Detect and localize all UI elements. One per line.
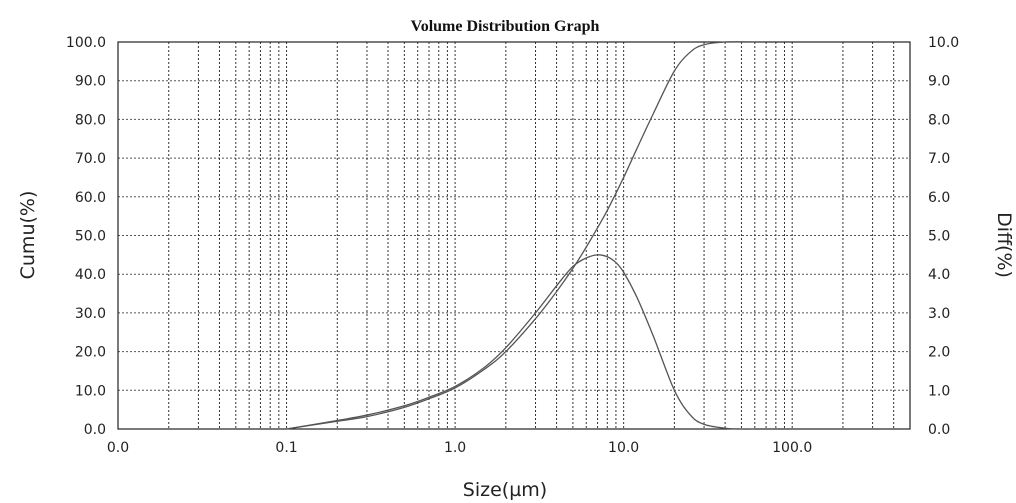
left-y-tick-label: 20.0: [75, 345, 106, 361]
x-tick-label: 10.0: [608, 440, 639, 456]
right-y-tick-label: 7.0: [928, 151, 950, 167]
left-y-tick-label: 80.0: [75, 112, 106, 128]
right-y-tick-label: 10.0: [928, 35, 959, 51]
diff-curve: [286, 254, 755, 430]
x-tick-label: 0.1: [275, 440, 297, 456]
plot-frame: [117, 41, 911, 430]
right-y-tick-label: 9.0: [928, 74, 950, 90]
left-y-tick-label: 70.0: [75, 151, 106, 167]
right-y-tick-label: 6.0: [928, 190, 950, 206]
right-y-tick-label: 0.0: [928, 422, 950, 438]
x-tick-label: 100.0: [772, 440, 812, 456]
right-y-tick-label: 5.0: [928, 229, 950, 245]
left-y-tick-label: 30.0: [75, 306, 106, 322]
left-y-tick-label: 100.0: [66, 35, 106, 51]
right-y-tick-label: 2.0: [928, 345, 950, 361]
cumulative-curve: [286, 41, 755, 430]
grid: [118, 42, 910, 429]
chart-title: Volume Distribution Graph: [411, 18, 600, 35]
right-y-tick-label: 1.0: [928, 383, 950, 399]
right-axis-label: Diff(%): [993, 212, 1015, 278]
left-y-tick-label: 90.0: [75, 74, 106, 90]
curves: [286, 41, 755, 430]
x-tick-label: 1.0: [444, 440, 466, 456]
x-axis-label: Size(µm): [463, 479, 547, 501]
right-y-tick-label: 8.0: [928, 112, 950, 128]
left-axis-label: Cumu(%): [17, 191, 39, 280]
left-y-tick-label: 10.0: [75, 383, 106, 399]
tick-labels: 0.0 0.1 1.0 10.0 100.0 0.0 10.0 20.0 30.0 40.0 50.…: [66, 35, 959, 456]
right-y-tick-label: 4.0: [928, 267, 950, 283]
right-y-tick-label: 3.0: [928, 306, 950, 322]
x-tick-label: 0.0: [107, 440, 129, 456]
left-y-tick-label: 0.0: [84, 422, 106, 438]
left-y-tick-label: 60.0: [75, 190, 106, 206]
left-y-tick-label: 40.0: [75, 267, 106, 283]
left-y-tick-label: 50.0: [75, 229, 106, 245]
